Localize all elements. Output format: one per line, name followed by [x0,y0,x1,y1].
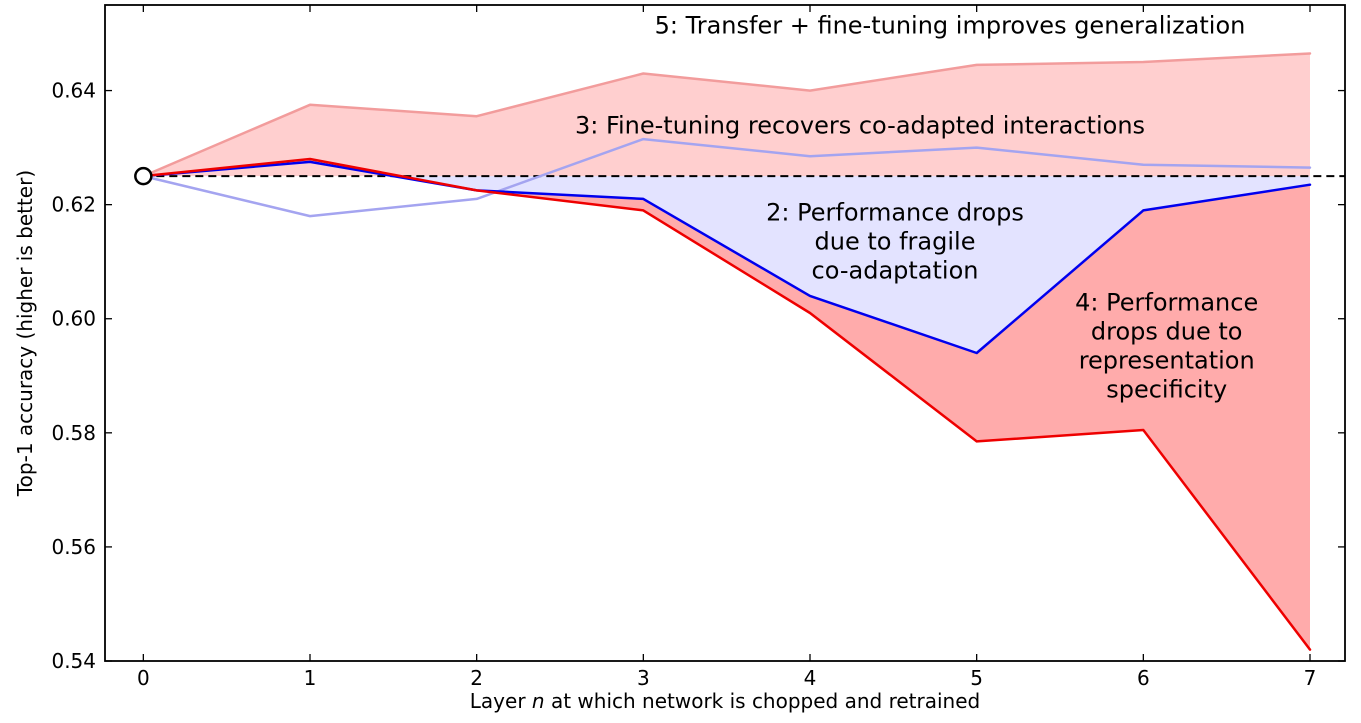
annotation-3-line-1: 3: Fine-tuning recovers co-adapted inter… [575,111,1145,139]
annotation-5-line-1: 5: Transfer + fine-tuning improves gener… [655,12,1246,40]
region-fill-2 [393,176,1310,353]
x-tick-label: 5 [970,666,983,690]
annotation-2: 2: Performance drops due to fragile co-ada… [766,199,1024,285]
annotation-4: 4: Performance drops due to representation… [1075,289,1258,404]
region-fill-5 [143,53,1310,177]
y-tick-label: 0.58 [51,421,96,445]
y-tick-label: 0.60 [51,307,96,331]
region-fill-4 [476,184,1310,650]
x-axis-label-part1: Layer [469,689,532,713]
x-axis-label-part2: at which network is chopped and retraine… [544,689,981,713]
annotation-2-line-3: co-adaptation [812,257,979,285]
x-tick-label: 2 [470,666,483,690]
annotation-3: 3: Fine-tuning recovers co-adapted inter… [575,111,1145,139]
annotation-4-line-4: specificity [1106,376,1227,404]
series-line-4-transfer-no-finetune [142,157,1312,651]
x-tick-label: 4 [804,666,817,690]
x-axis-label: Layer n at which network is chopped and … [105,689,1345,713]
x-tick-label: 3 [637,666,650,690]
x-tick-label: 0 [137,666,150,690]
y-axis-label: Top-1 accuracy (higher is better) [13,169,37,497]
y-tick-label: 0.54 [51,649,96,673]
annotation-4-line-3: representation [1079,347,1255,375]
x-tick-label: 1 [304,666,317,690]
series-line-2-selffer-no-finetune [142,160,1312,355]
series-line-3-selffer-finetune [142,137,1312,218]
annotation-5: 5: Transfer + fine-tuning improves gener… [655,12,1246,40]
y-tick-label: 0.56 [51,535,96,559]
x-axis-label-math-n: n [531,689,545,713]
baseline-start-marker [134,166,153,186]
annotation-4-line-1: 4: Performance [1075,289,1258,317]
x-tick-label: 7 [1304,666,1317,690]
annotation-2-line-1: 2: Performance drops [766,199,1024,227]
y-tick-label: 0.64 [51,79,96,103]
y-tick-label: 0.62 [51,193,96,217]
series-line-5-transfer-plus-finetune [142,52,1312,178]
plot-frame [104,4,1346,662]
x-tick-label: 6 [1137,666,1150,690]
annotation-2-line-2: due to fragile [815,228,976,256]
annotation-4-line-2: drops due to [1091,318,1243,346]
